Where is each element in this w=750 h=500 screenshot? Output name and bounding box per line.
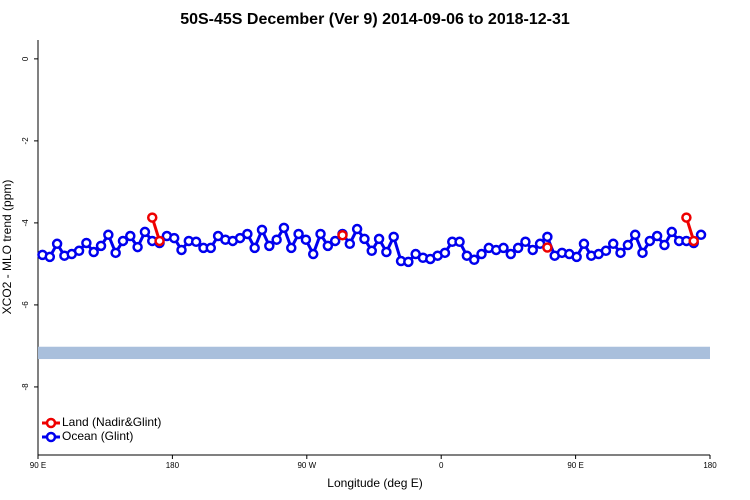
point [110, 247, 121, 259]
point [81, 237, 92, 249]
point [461, 250, 473, 261]
point [168, 232, 180, 244]
point [512, 242, 524, 254]
y-tick-label: -6 [21, 301, 30, 309]
point [688, 235, 699, 247]
point [315, 228, 326, 240]
point [73, 245, 85, 257]
point [300, 234, 312, 245]
point [176, 244, 187, 256]
point [527, 244, 538, 256]
point [51, 238, 63, 250]
point [146, 212, 158, 223]
point [681, 212, 692, 223]
point [249, 242, 260, 254]
point [644, 235, 656, 247]
point [666, 226, 678, 238]
point [286, 242, 297, 254]
y-tick-label: -8 [21, 383, 30, 391]
point [344, 238, 356, 250]
x-tick-label: 90 E [567, 461, 583, 470]
point [373, 233, 385, 245]
point [651, 230, 663, 242]
x-tick-label: 90 E [30, 461, 46, 470]
y-axis-label: XCO2 - MLO trend (ppm) [0, 180, 14, 315]
point [125, 230, 136, 242]
point [293, 228, 304, 240]
point [95, 240, 107, 252]
point [629, 229, 641, 241]
point [139, 226, 151, 238]
legend-marker [45, 431, 57, 443]
point [132, 241, 143, 253]
point [190, 236, 202, 248]
point [264, 240, 275, 252]
point [615, 247, 626, 259]
point [307, 248, 319, 260]
point [388, 231, 399, 243]
band [38, 346, 710, 360]
chart-title: 50S-45S December (Ver 9) 2014-09-06 to 2… [180, 11, 570, 28]
point [607, 238, 619, 250]
point [476, 248, 487, 260]
point [622, 239, 634, 251]
point [542, 242, 553, 253]
point [205, 242, 217, 254]
point [454, 236, 465, 248]
point [351, 223, 363, 235]
point [659, 239, 670, 251]
point [234, 232, 246, 244]
point [154, 235, 165, 247]
x-tick-label: 0 [439, 461, 444, 470]
x-tick-label: 180 [703, 461, 717, 470]
point [542, 231, 553, 243]
y-tick-label: -2 [21, 137, 30, 145]
point [44, 251, 56, 263]
point [271, 234, 282, 245]
point [498, 242, 509, 254]
x-tick-label: 180 [166, 461, 180, 470]
point [337, 229, 348, 241]
point [381, 246, 392, 258]
point [88, 246, 99, 258]
point [322, 240, 334, 252]
point [242, 228, 253, 240]
point [505, 248, 517, 260]
point [403, 256, 414, 268]
point [366, 245, 378, 257]
legend-marker [45, 417, 57, 429]
legend-label: Ocean (Glint) [62, 429, 133, 443]
legend-label: Land (Nadir&Glint) [62, 415, 161, 429]
point [329, 235, 341, 247]
point [359, 233, 370, 245]
point [468, 254, 480, 266]
y-tick-label: -4 [21, 219, 30, 227]
point [439, 247, 451, 259]
point [571, 251, 582, 263]
point [600, 245, 612, 257]
point [695, 229, 707, 241]
point [520, 236, 531, 248]
x-tick-label: 90 W [297, 461, 316, 470]
point [103, 229, 114, 241]
x-axis-label: Longitude (deg E) [327, 476, 422, 490]
point [637, 247, 648, 259]
point [278, 222, 290, 234]
point [256, 224, 268, 236]
point [578, 238, 590, 250]
point [117, 235, 129, 247]
y-tick-label: 0 [21, 56, 30, 61]
